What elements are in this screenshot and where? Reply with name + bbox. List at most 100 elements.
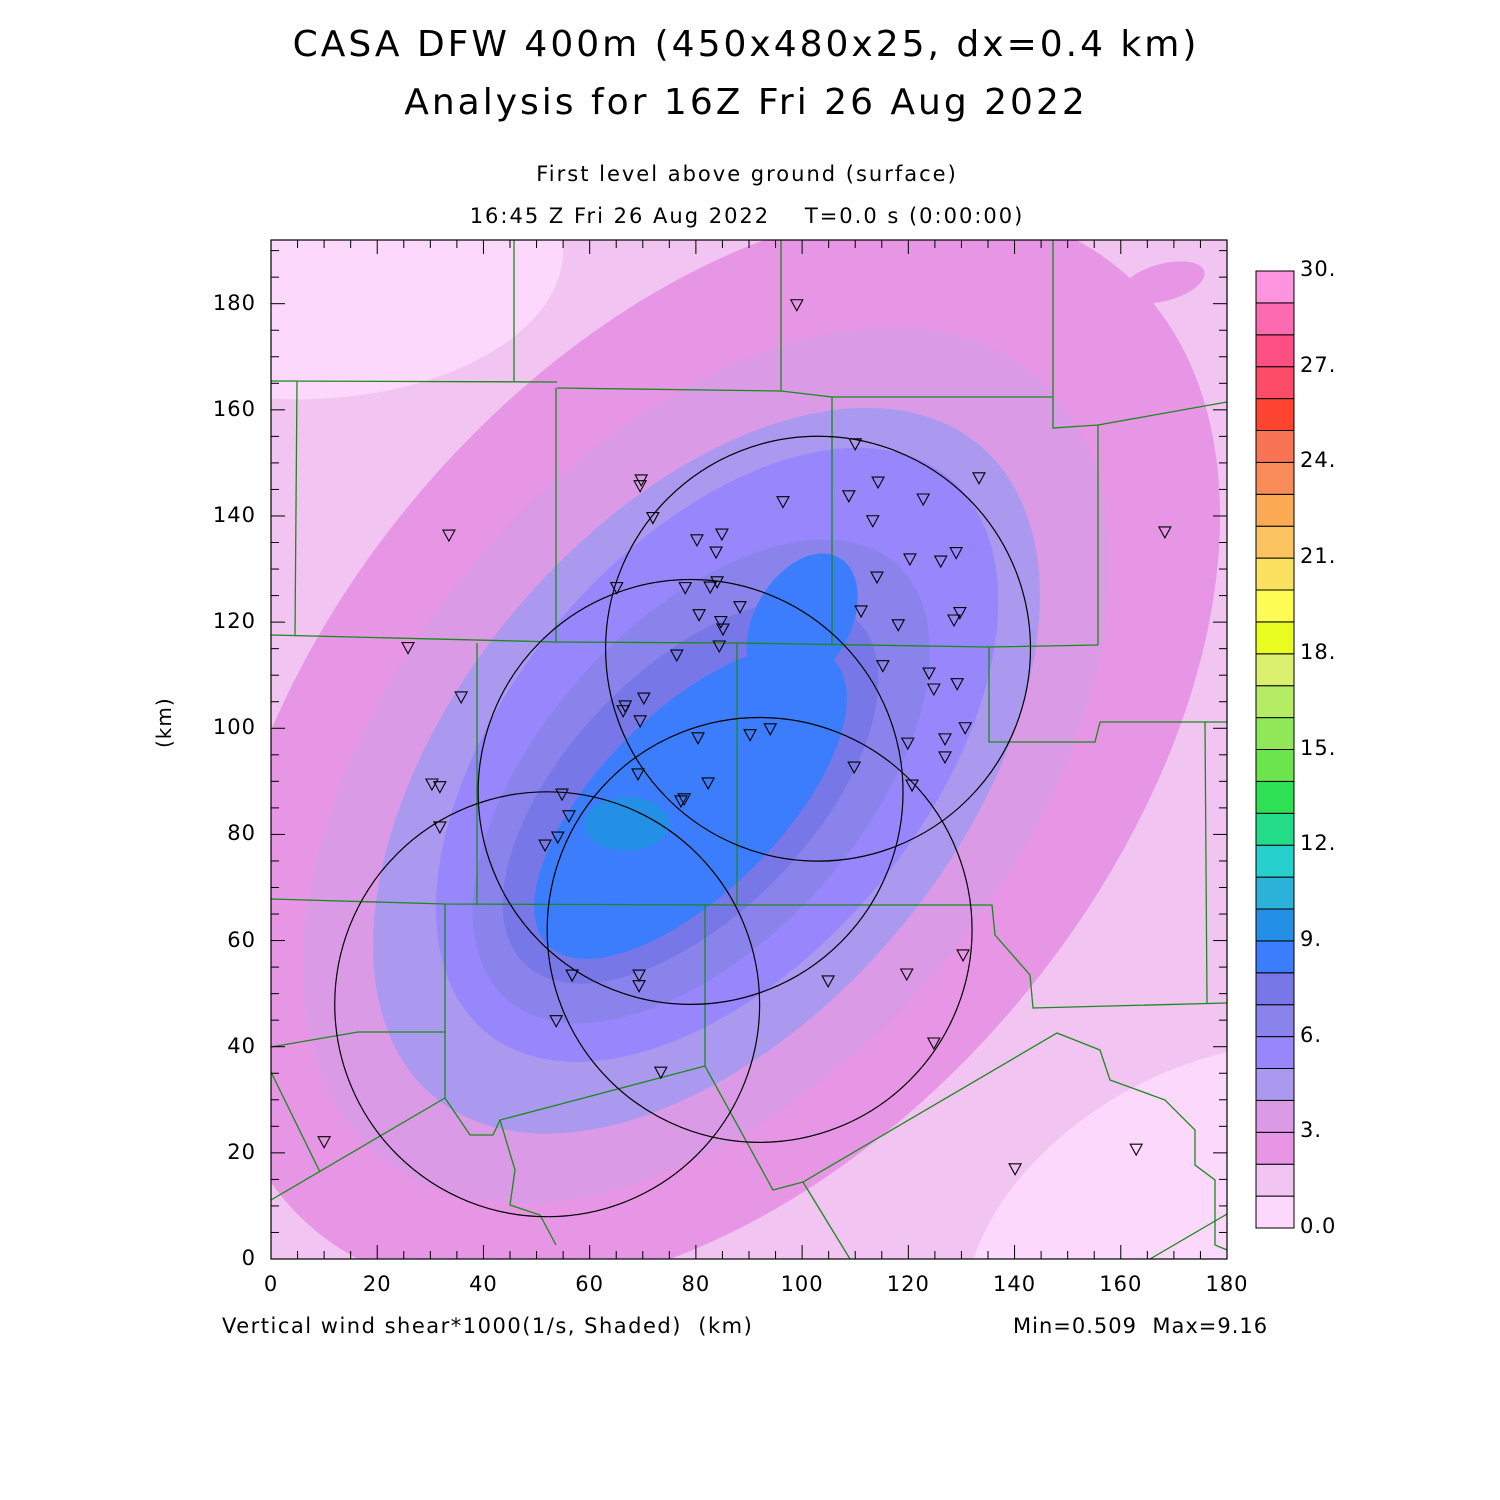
y-tick-label: 140	[212, 502, 256, 527]
station-marker	[763, 723, 778, 736]
station-marker	[677, 793, 692, 807]
station-marker	[870, 571, 884, 585]
station-marker	[632, 969, 646, 983]
colorbar-tick-label: 18.	[1300, 639, 1337, 664]
station-marker	[674, 795, 688, 809]
x-tick-label: 60	[575, 1272, 605, 1296]
x-tick-label: 40	[469, 1272, 498, 1296]
station-marker	[847, 761, 862, 775]
station-marker	[933, 555, 948, 569]
plot-subtitle: Analysis for 16Z Fri 26 Aug 2022	[404, 82, 1088, 123]
colorbar-swatch	[1255, 717, 1295, 750]
station-marker	[555, 788, 569, 802]
colorbar-tick-label: 15.	[1300, 735, 1337, 760]
colorbar-tick-label: 6.	[1300, 1022, 1323, 1047]
station-marker	[632, 980, 646, 993]
station-marker	[691, 732, 705, 745]
colorbar-swatch	[1255, 972, 1295, 1006]
station-marker	[669, 649, 684, 663]
colorbar-swatch	[1255, 908, 1295, 942]
station-marker	[841, 490, 856, 503]
colorbar-swatch	[1255, 1068, 1295, 1101]
station-marker	[821, 975, 836, 989]
station-marker	[633, 715, 648, 728]
colorbar-swatch	[1255, 270, 1295, 304]
station-marker	[949, 547, 964, 560]
x-tick-label: 100	[780, 1272, 824, 1296]
station-marker	[938, 751, 952, 765]
y-tick-label: 20	[227, 1139, 256, 1164]
y-tick-label: 120	[212, 609, 256, 634]
station-marker	[562, 810, 576, 823]
colorbar-swatch	[1255, 749, 1295, 782]
shade-level-0	[965, 1044, 1227, 1259]
colorbar-swatch	[1255, 1004, 1295, 1038]
station-marker	[899, 968, 914, 982]
station-marker	[922, 667, 936, 681]
colorbar-swatch	[1255, 621, 1295, 655]
station-marker	[710, 576, 725, 589]
station-marker	[432, 781, 447, 794]
station-marker	[716, 623, 730, 637]
radar-range-circle	[334, 791, 761, 1218]
station-marker	[903, 553, 917, 567]
colorbar-swatch	[1255, 430, 1295, 463]
colorbar-tick-label: 3.	[1300, 1118, 1323, 1143]
county-boundaries	[271, 240, 1227, 1259]
colorbar-tick-label: 27.	[1300, 352, 1337, 377]
x-tick-label: 120	[886, 1272, 930, 1296]
station-marker	[401, 642, 415, 655]
station-marker	[317, 1136, 332, 1149]
station-marker	[454, 691, 469, 705]
station-marker	[865, 515, 880, 528]
colorbar-swatch	[1255, 1099, 1295, 1133]
x-tick-label: 180	[1205, 1272, 1249, 1296]
station-marker	[709, 546, 723, 560]
colorbar-swatch	[1255, 685, 1295, 719]
station-marker	[712, 640, 727, 654]
colorbar-swatch	[1255, 302, 1295, 336]
colorbar-swatch	[1255, 940, 1295, 974]
station-marker	[692, 609, 707, 622]
station-marker	[952, 607, 967, 620]
colorbar-tick-label: 24.	[1300, 448, 1337, 473]
x-tick-label: 140	[993, 1272, 1037, 1296]
plot-title: CASA DFW 400m (450x480x25, dx=0.4 km)	[292, 24, 1200, 65]
station-marker	[947, 614, 961, 628]
shade-level-2	[1121, 261, 1205, 304]
colorbar-swatch	[1255, 589, 1295, 623]
station-marker	[441, 529, 456, 543]
shade-level-8	[534, 646, 847, 959]
station-marker	[609, 582, 624, 595]
station-marker	[616, 705, 631, 718]
station-marker	[891, 619, 906, 632]
colorbar-tick-label: 30.	[1300, 257, 1337, 281]
y-tick-label: 100	[212, 715, 256, 740]
station-marker	[900, 737, 915, 751]
station-marker	[633, 480, 648, 493]
station-marker	[538, 839, 552, 853]
colorbar-swatch	[1255, 1163, 1295, 1197]
station-marker	[956, 949, 970, 963]
station-marker	[871, 476, 885, 490]
colorbar-swatch	[1255, 461, 1295, 495]
station-marker	[550, 831, 565, 845]
station-marker	[565, 969, 580, 983]
colorbar-swatch	[1255, 780, 1295, 814]
station-marker	[703, 581, 718, 595]
y-tick-label: 180	[212, 290, 256, 315]
colorbar-swatch	[1255, 493, 1295, 527]
station-marker	[1008, 1163, 1023, 1176]
x-tick-label: 160	[1099, 1272, 1143, 1296]
colorbar-swatch	[1255, 334, 1295, 368]
station-marker	[926, 1037, 941, 1051]
station-marker	[926, 683, 941, 697]
station-marker	[690, 534, 704, 548]
station-marker	[854, 605, 868, 619]
colorbar-tick-label: 0.0	[1300, 1214, 1337, 1238]
x-tick-label: 20	[362, 1272, 392, 1296]
y-tick-label: 160	[212, 396, 256, 421]
colorbar-tick-label: 21.	[1300, 544, 1337, 569]
level-label: First level above ground (surface)	[536, 162, 958, 186]
